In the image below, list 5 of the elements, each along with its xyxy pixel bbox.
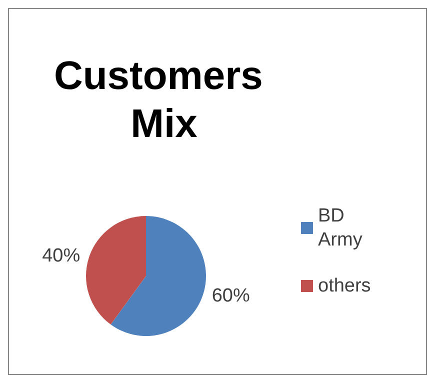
chart-title: Customers Mix	[54, 54, 274, 146]
data-label: 60%	[212, 285, 250, 306]
legend-label: BD Army	[318, 206, 363, 250]
data-label: 40%	[42, 246, 80, 267]
legend-label: others	[318, 276, 371, 296]
